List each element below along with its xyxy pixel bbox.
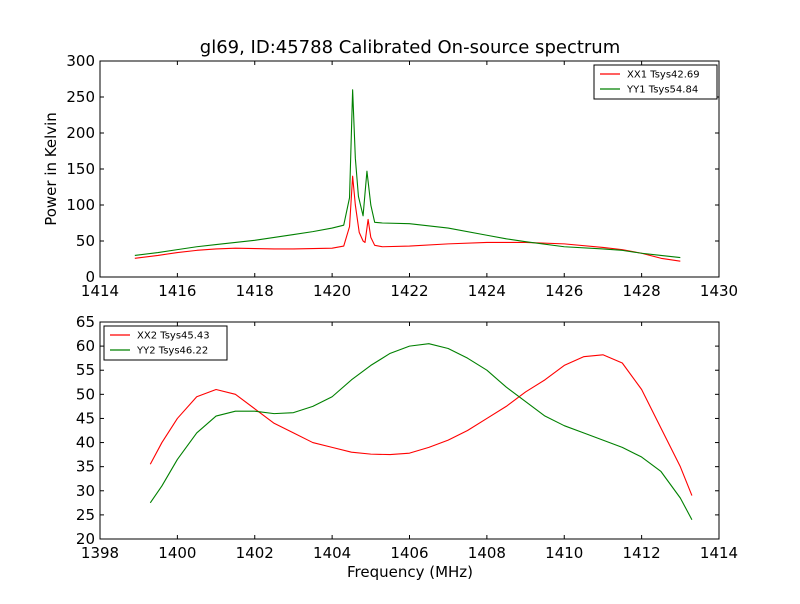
legend-label: XX2 Tsys45.43: [137, 331, 210, 342]
x-tick-label: 1406: [390, 544, 428, 562]
y-tick-label: 200: [66, 124, 95, 142]
x-tick-label: 1428: [623, 282, 661, 300]
x-tick-label: 1408: [468, 544, 506, 562]
axes-frame: [99, 60, 720, 278]
x-tick-label: 1426: [545, 282, 583, 300]
x-tick-label: 1398: [81, 544, 119, 562]
x-tick-label: 1404: [313, 544, 351, 562]
x-tick-label: 1402: [236, 544, 274, 562]
x-tick-label: 1412: [623, 544, 661, 562]
y-tick-label: 150: [66, 160, 95, 178]
y-tick-label: 250: [66, 88, 95, 106]
legend-box: [593, 64, 718, 100]
legend-label: YY1 Tsys54.84: [626, 85, 698, 96]
legend-label: YY2 Tsys46.22: [136, 346, 208, 357]
top-plot: 1414 1416 1418 1420 1422 1424 1426 1428 1430 0 50 1…: [66, 52, 738, 300]
y-tick-label: 100: [66, 196, 95, 214]
y-tick-label: 20: [76, 530, 95, 548]
y-tick-label: 50: [76, 385, 95, 403]
x-tick-label: 1414: [81, 282, 119, 300]
x-tick-label: 1416: [158, 282, 196, 300]
x-tick-label: 1414: [700, 544, 738, 562]
x-tick-label: 1430: [700, 282, 738, 300]
y-tick-label: 50: [76, 232, 95, 250]
legend: XX2 Tsys45.43 YY2 Tsys46.22: [103, 325, 228, 361]
y-tick-label: 35: [76, 458, 95, 476]
x-tick-label: 1422: [390, 282, 428, 300]
y-tick-label: 40: [76, 434, 95, 452]
y-tick-label: 25: [76, 506, 95, 524]
series-line-1: [134, 175, 681, 262]
bottom-plot: 1398 1400 1402 1404 1406 1408 1410 1412 1414 20 25…: [76, 313, 738, 562]
x-tick-label: 1400: [158, 544, 196, 562]
x-tick-label: 1410: [545, 544, 583, 562]
legend-box: [103, 325, 228, 361]
y-tick-label: 65: [76, 313, 95, 331]
bottom-x-axis-label: Frequency (MHz): [347, 563, 473, 581]
y-tick-label: 0: [85, 268, 95, 286]
x-tick-label: 1418: [236, 282, 274, 300]
chart-title: gl69, ID:45788 Calibrated On-source spec…: [200, 37, 620, 58]
y-tick-label: 60: [76, 337, 95, 355]
series-line-2: [134, 89, 681, 259]
legend: XX1 Tsys42.69 YY1 Tsys54.84: [593, 64, 718, 100]
y-tick-label: 45: [76, 409, 95, 427]
x-tick-label: 1420: [313, 282, 351, 300]
x-tick-label: 1424: [468, 282, 506, 300]
series-line-2: [149, 343, 693, 520]
y-tick-label: 300: [66, 52, 95, 70]
series-line-1: [149, 354, 693, 496]
legend-label: XX1 Tsys42.69: [627, 70, 700, 81]
top-y-axis-label: Power in Kelvin: [42, 112, 60, 226]
axes-frame: [99, 321, 720, 540]
y-tick-label: 30: [76, 482, 95, 500]
y-tick-label: 55: [76, 361, 95, 379]
